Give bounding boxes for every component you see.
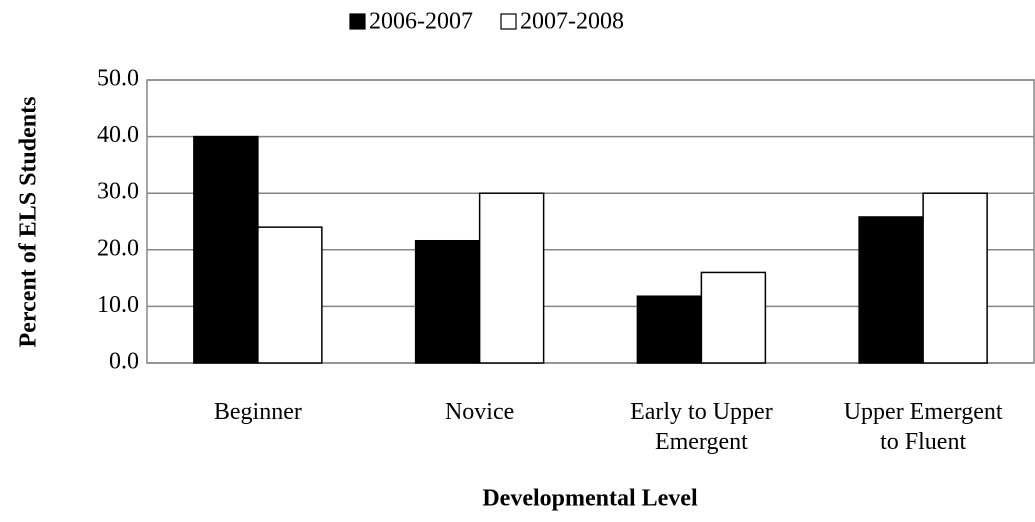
bar bbox=[858, 216, 924, 364]
bar bbox=[700, 271, 767, 364]
legend-label: 2007-2008 bbox=[520, 9, 624, 35]
x-tick-label: Early to Upper Emergent bbox=[630, 399, 773, 455]
x-tick-label: Upper Emergent to Fluent bbox=[843, 399, 1003, 455]
y-tick-label: 0.0 bbox=[109, 349, 139, 375]
plot-border bbox=[146, 79, 1035, 364]
legend-swatch bbox=[349, 13, 366, 30]
y-tick-label: 30.0 bbox=[97, 179, 139, 205]
y-axis-title: Percent of ELS Students bbox=[16, 97, 42, 348]
y-tick-label: 40.0 bbox=[97, 122, 139, 148]
legend-swatch bbox=[500, 13, 517, 30]
x-tick-label: Novice bbox=[444, 399, 515, 425]
y-tick-label: 50.0 bbox=[97, 66, 139, 92]
bar bbox=[636, 295, 703, 364]
x-axis-title: Developmental Level bbox=[482, 486, 698, 512]
legend-label: 2006-2007 bbox=[369, 9, 473, 35]
y-tick-label: 10.0 bbox=[97, 292, 139, 318]
bar bbox=[922, 192, 988, 364]
bar bbox=[193, 135, 259, 364]
y-tick-label: 20.0 bbox=[97, 235, 139, 261]
bar bbox=[257, 226, 323, 364]
bar bbox=[414, 239, 481, 364]
x-tick-label: Beginner bbox=[213, 399, 302, 425]
bar bbox=[478, 192, 545, 364]
